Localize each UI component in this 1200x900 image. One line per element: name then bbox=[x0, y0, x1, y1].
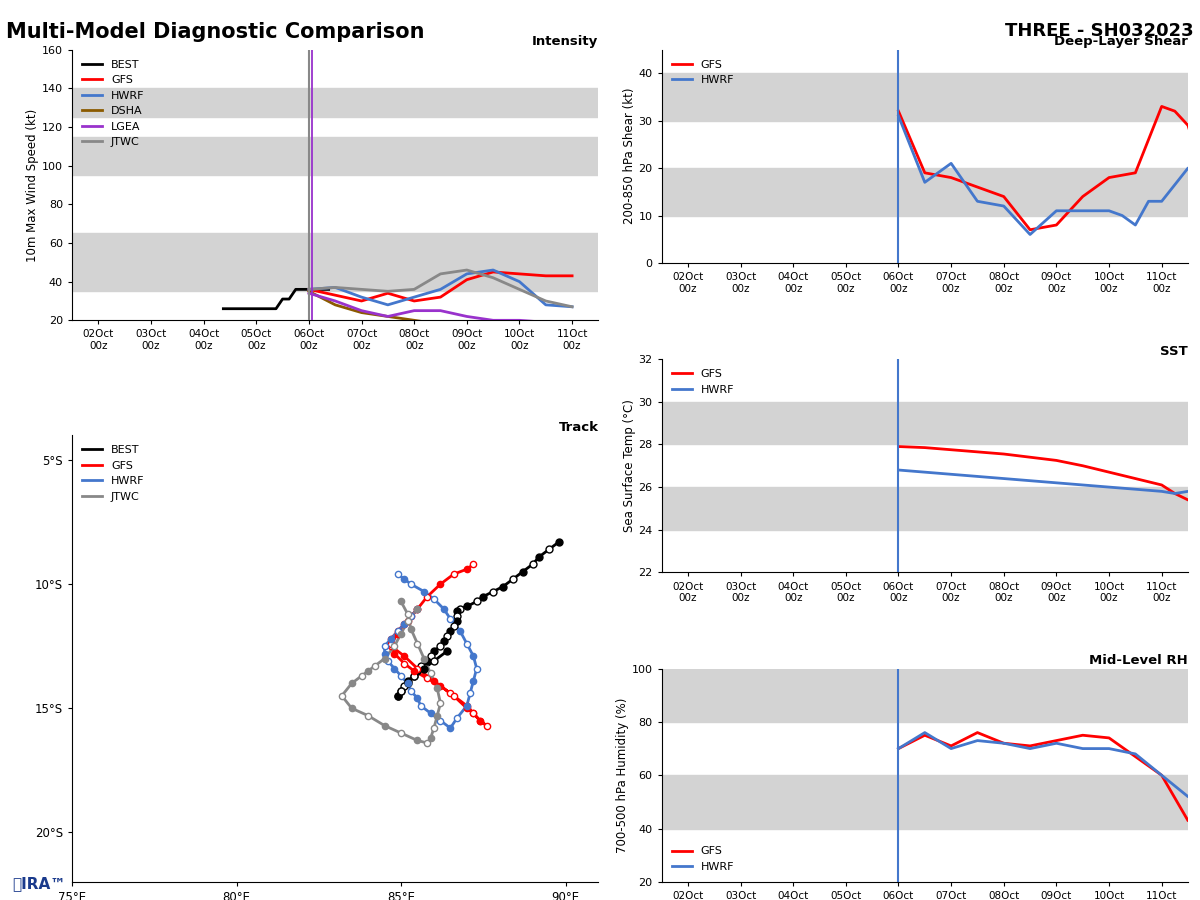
Y-axis label: Sea Surface Temp (°C): Sea Surface Temp (°C) bbox=[623, 400, 636, 532]
Text: Multi-Model Diagnostic Comparison: Multi-Model Diagnostic Comparison bbox=[6, 22, 425, 42]
Bar bbox=[661, 168, 1188, 215]
Text: SST: SST bbox=[1160, 345, 1188, 358]
Bar bbox=[661, 401, 1188, 445]
Y-axis label: 10m Max Wind Speed (kt): 10m Max Wind Speed (kt) bbox=[26, 108, 40, 262]
Legend: GFS, HWRF: GFS, HWRF bbox=[667, 55, 738, 89]
Bar bbox=[72, 137, 599, 176]
Bar bbox=[661, 487, 1188, 530]
Bar bbox=[661, 73, 1188, 121]
Text: THREE - SH032023: THREE - SH032023 bbox=[1006, 22, 1194, 40]
Bar bbox=[661, 775, 1188, 829]
Y-axis label: 200-850 hPa Shear (kt): 200-850 hPa Shear (kt) bbox=[623, 88, 636, 224]
Legend: BEST, GFS, HWRF, JTWC: BEST, GFS, HWRF, JTWC bbox=[78, 441, 149, 507]
Legend: BEST, GFS, HWRF, DSHA, LGEA, JTWC: BEST, GFS, HWRF, DSHA, LGEA, JTWC bbox=[78, 55, 149, 152]
Y-axis label: 700-500 hPa Humidity (%): 700-500 hPa Humidity (%) bbox=[616, 698, 629, 853]
Bar bbox=[72, 233, 599, 292]
Bar bbox=[72, 88, 599, 117]
Text: ⒸIRA™: ⒸIRA™ bbox=[12, 876, 66, 891]
Bar bbox=[661, 669, 1188, 722]
Text: Track: Track bbox=[558, 421, 599, 434]
Text: Deep-Layer Shear: Deep-Layer Shear bbox=[1054, 35, 1188, 49]
Text: Intensity: Intensity bbox=[532, 35, 599, 49]
Legend: GFS, HWRF: GFS, HWRF bbox=[667, 842, 738, 877]
Text: Mid-Level RH: Mid-Level RH bbox=[1090, 654, 1188, 668]
Legend: GFS, HWRF: GFS, HWRF bbox=[667, 364, 738, 399]
